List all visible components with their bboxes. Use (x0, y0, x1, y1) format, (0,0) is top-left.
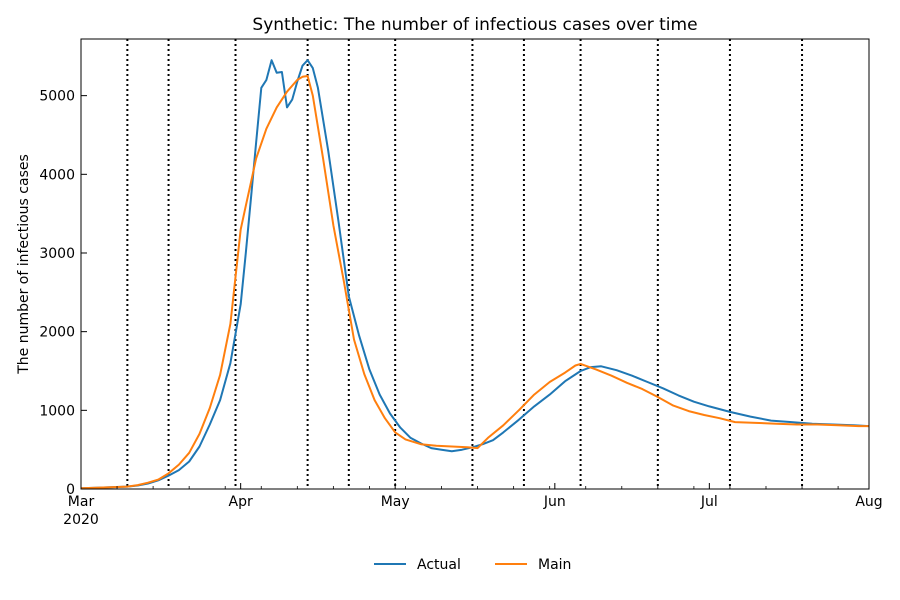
y-tick-label-1: 1000 (39, 403, 75, 419)
x-axis-ticks: Mar 2020 Apr May Jun Jul Aug (63, 483, 883, 528)
y-axis-label: The number of infectious cases (16, 154, 32, 375)
y-tick-label-3: 3000 (39, 246, 75, 262)
x-tick-label-5: Aug (855, 494, 882, 510)
x-tick-label-3: Jun (543, 494, 566, 510)
x-tick-year-label: 2020 (63, 512, 99, 528)
y-tick-label-0: 0 (66, 482, 75, 498)
legend-label-actual: Actual (417, 557, 461, 573)
series-line-main (80, 75, 869, 490)
plot-frame (80, 38, 870, 490)
x-tick-label-0: Mar (68, 494, 95, 510)
y-axis-ticks: 0 1000 2000 3000 4000 5000 (39, 89, 87, 498)
x-tick-label-4: Jul (700, 494, 718, 510)
x-tick-label-2: May (381, 494, 410, 510)
series-lines (80, 59, 870, 490)
legend: Actual Main (374, 557, 571, 573)
chart-title: Synthetic: The number of infectious case… (252, 15, 697, 35)
phase-boundary-lines (126, 39, 804, 489)
legend-label-main: Main (538, 557, 571, 573)
y-tick-label-5: 5000 (39, 89, 75, 105)
y-tick-label-2: 2000 (39, 325, 75, 341)
x-tick-label-1: Apr (229, 494, 253, 510)
y-tick-label-4: 4000 (39, 167, 75, 183)
series-line-actual (80, 59, 870, 490)
